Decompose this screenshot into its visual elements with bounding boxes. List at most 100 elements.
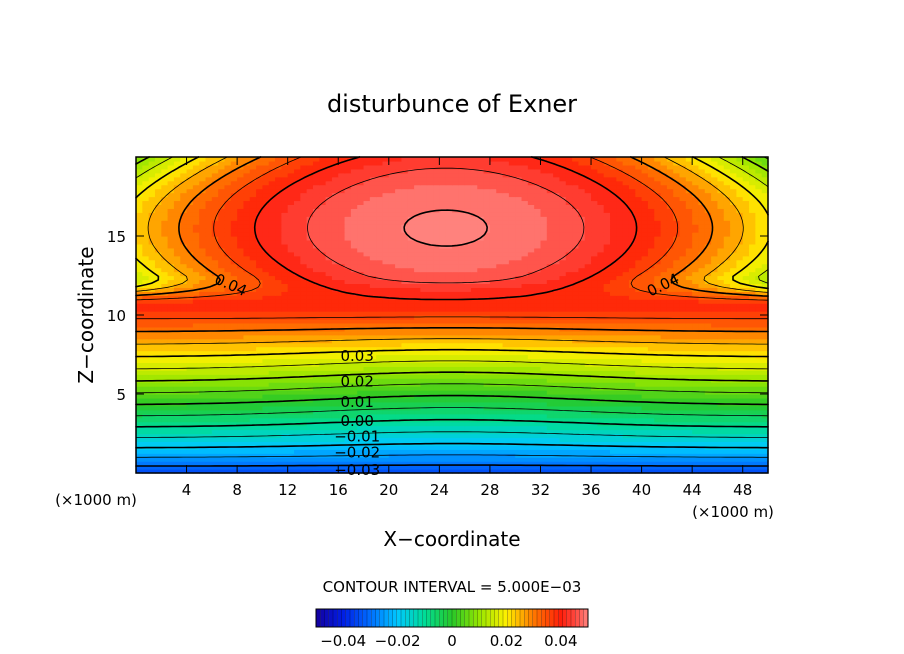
contour-cell	[230, 386, 238, 391]
contour-cell	[148, 441, 156, 446]
contour-cell	[262, 295, 270, 300]
contour-cell	[154, 299, 162, 304]
contour-cell	[679, 370, 687, 375]
contour-cell	[161, 346, 169, 352]
contour-cell	[591, 445, 598, 450]
contour-cell	[325, 453, 333, 458]
contour-cell	[730, 287, 737, 292]
contour-cell	[433, 425, 440, 431]
contour-cell	[300, 307, 308, 312]
contour-cell	[249, 326, 257, 332]
contour-cell	[237, 386, 245, 391]
contour-cell	[275, 409, 282, 415]
contour-cell	[489, 449, 497, 454]
contour-cell	[344, 283, 352, 288]
contour-cell	[692, 342, 700, 348]
contour-cell	[230, 330, 238, 336]
contour-cell	[268, 299, 276, 304]
contour-cell	[306, 291, 314, 296]
contour-cell	[369, 307, 377, 312]
contour-cell	[572, 358, 579, 363]
contour-cell	[641, 457, 649, 462]
contour-cell	[161, 275, 169, 281]
contour-cell	[414, 374, 421, 379]
contour-cell	[704, 322, 712, 328]
contour-cell	[439, 401, 447, 407]
contour-cell	[489, 291, 497, 296]
contour-cell	[433, 382, 440, 387]
contour-cell	[319, 275, 327, 281]
contour-cell	[603, 303, 611, 308]
contour-cell	[698, 453, 706, 458]
contour-cell	[256, 417, 263, 423]
contour-cell	[761, 287, 769, 292]
contour-cell	[344, 318, 352, 324]
contour-cell	[420, 445, 428, 450]
contour-cell	[515, 421, 523, 427]
contour-cell	[357, 429, 365, 435]
contour-cell	[382, 397, 390, 403]
contour-cell	[698, 441, 706, 446]
contour-cell	[704, 437, 712, 442]
contour-cell	[616, 429, 624, 435]
contour-cell	[294, 315, 301, 320]
contour-cell	[312, 283, 320, 288]
contour-cell	[723, 307, 731, 312]
contour-cell	[306, 445, 314, 450]
contour-cell	[433, 401, 440, 407]
contour-cell	[559, 425, 567, 431]
contour-cell	[635, 362, 643, 367]
contour-cell	[666, 358, 674, 363]
contour-cell	[572, 346, 579, 352]
contour-cell	[414, 413, 421, 419]
contour-cell	[534, 441, 542, 446]
contour-cell	[540, 421, 548, 427]
contour-cell	[420, 397, 428, 403]
contour-cell	[205, 433, 213, 439]
contour-cell	[275, 457, 282, 462]
contour-cell	[388, 287, 396, 292]
contour-cell	[685, 275, 693, 281]
contour-cell	[249, 358, 257, 363]
contour-cell	[489, 330, 497, 336]
contour-cell	[287, 394, 295, 399]
contour-cell	[237, 401, 245, 407]
contour-cell	[730, 461, 737, 466]
contour-cell	[502, 299, 510, 304]
contour-cell	[319, 425, 327, 431]
contour-cell	[578, 378, 586, 383]
contour-cell	[736, 441, 744, 446]
contour-cell	[483, 346, 491, 352]
contour-cell	[616, 315, 624, 320]
contour-cell	[256, 334, 263, 340]
contour-cell	[382, 311, 390, 316]
contour-cell	[237, 334, 245, 340]
contour-cell	[319, 358, 327, 363]
contour-cell	[464, 421, 472, 427]
contour-cell	[704, 397, 712, 403]
contour-cell	[167, 295, 175, 300]
contour-cell	[167, 342, 175, 348]
contour-cell	[723, 326, 731, 332]
contour-cell	[331, 437, 339, 442]
contour-cell	[654, 330, 662, 336]
contour-cell	[458, 397, 466, 403]
contour-cell	[268, 342, 276, 348]
contour-cell	[173, 283, 181, 288]
contour-cell	[515, 465, 523, 470]
contour-cell	[470, 457, 478, 462]
contour-cell	[224, 334, 232, 340]
contour-cell	[414, 409, 421, 415]
contour-cell	[565, 394, 573, 399]
contour-cell	[294, 330, 301, 336]
contour-cell	[603, 295, 611, 300]
contour-cell	[287, 401, 295, 407]
contour-cell	[483, 445, 491, 450]
contour-cell	[458, 338, 466, 344]
contour-cell	[407, 322, 415, 328]
contour-cell	[717, 441, 725, 446]
contour-cell	[224, 299, 232, 304]
contour-cell	[357, 330, 365, 336]
contour-cell	[622, 449, 630, 454]
contour-cell	[622, 283, 630, 288]
